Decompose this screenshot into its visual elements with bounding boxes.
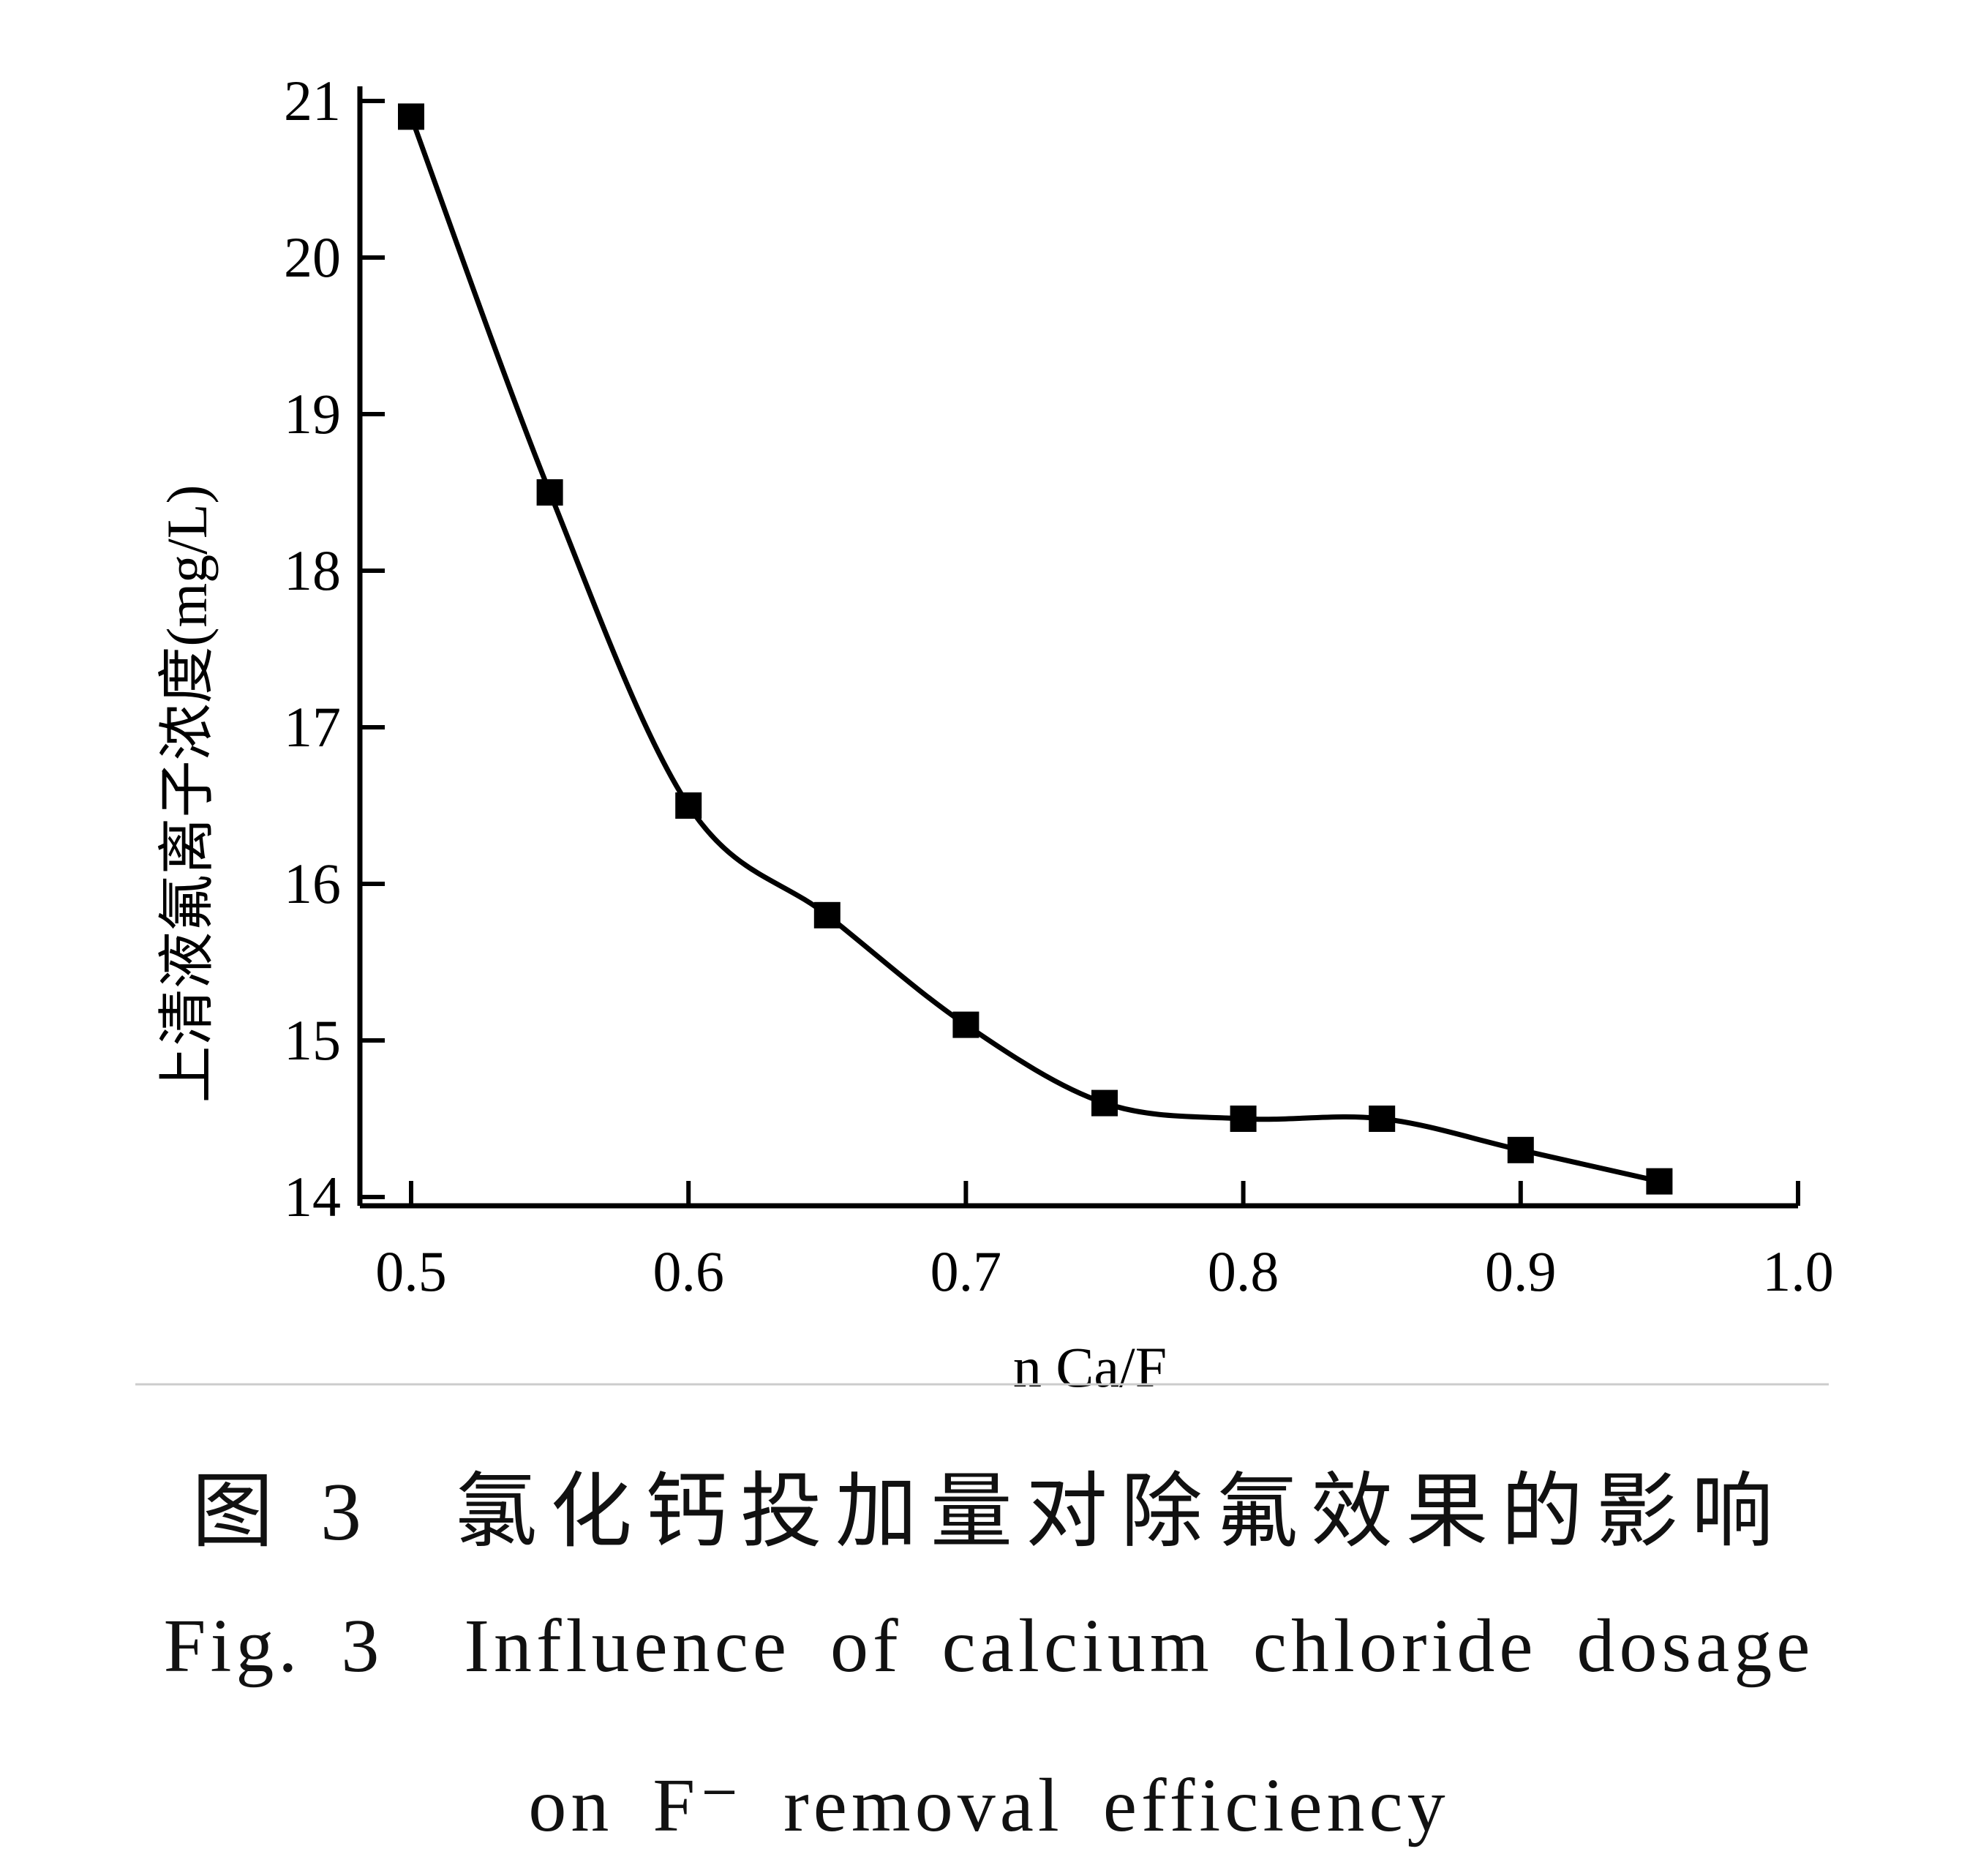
x-axis-title: n Ca/F [1013,1335,1167,1399]
data-point [1507,1136,1534,1163]
caption-zh-text: 氯化钙投加量对除氟效果的影响 [455,1467,1786,1558]
y-tick-label: 21 [284,69,341,132]
y-tick-label: 14 [284,1165,341,1228]
y-tick-label: 17 [284,695,341,759]
chart-axes [357,86,1800,1209]
data-point [675,792,702,819]
y-tick-label: 16 [284,852,341,915]
tick-label-layer: 14 15 16 17 18 19 20 21 0.5 0.6 0.7 0.8 0.9 1.0 [284,69,1834,1303]
data-point [1091,1089,1118,1117]
x-tick-label: 0.6 [653,1239,724,1303]
caption-zh-label: 图 3 [192,1467,375,1558]
data-point [398,103,424,130]
x-tick-label: 0.5 [375,1239,447,1303]
data-point [536,479,563,506]
curve-layer [408,116,1661,1185]
caption-en-line2: on F⁻ removal efficiency [528,1763,1450,1847]
y-tick-label: 15 [284,1008,341,1072]
caption-en-label: Fig. 3 [163,1604,384,1688]
y-tick-label: 18 [284,539,341,602]
y-axis-title: 上清液氟离子浓度(mg/L) [155,485,219,1103]
y-tick-label: 19 [284,382,341,446]
marker-layer [398,103,1673,1195]
x-tick-label: 0.7 [930,1239,1002,1303]
caption-en-line1: Influence of calcium chloride dosage [464,1604,1815,1688]
series-line [408,116,1661,1185]
data-point [1369,1106,1396,1132]
x-tick-label: 0.9 [1485,1239,1557,1303]
data-point [1230,1106,1257,1132]
data-point [813,901,841,928]
figure-caption-en: Fig. 3 Influence of calcium chloride dosa… [0,1602,1978,1689]
data-point [1646,1168,1673,1195]
y-tick-label: 20 [284,225,341,289]
figure-caption-en-line2: on F⁻ removal efficiency [0,1760,1978,1849]
x-tick-label: 0.8 [1208,1239,1279,1303]
figure-caption-zh: 图 3 氯化钙投加量对除氟效果的影响 [0,1445,1978,1564]
data-point [952,1011,979,1038]
x-tick-label: 1.0 [1762,1239,1834,1303]
